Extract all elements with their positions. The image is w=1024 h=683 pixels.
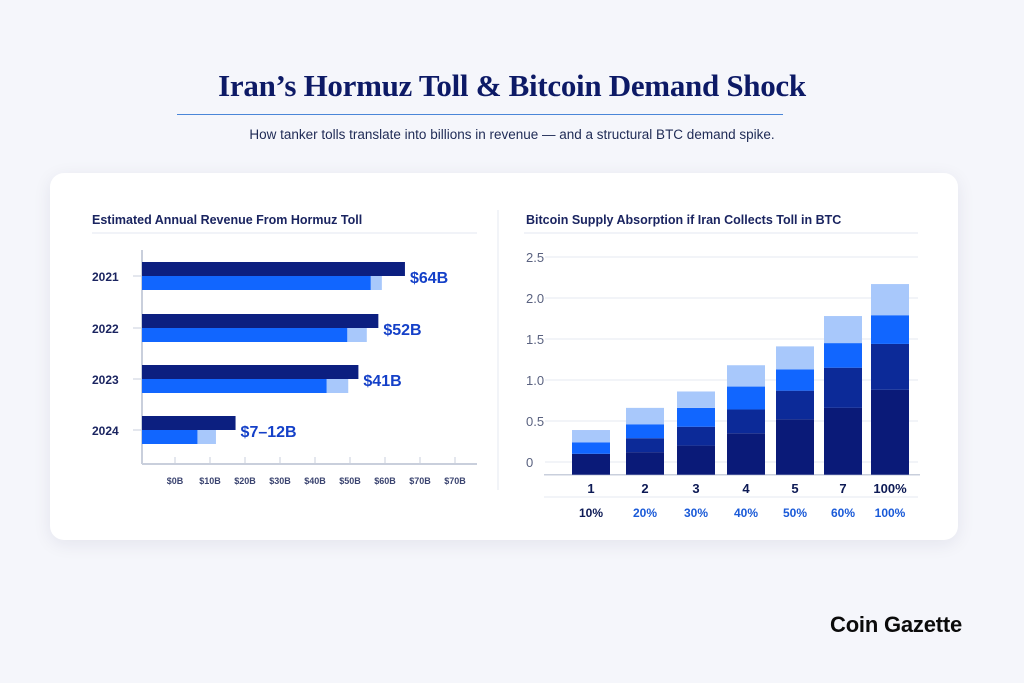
bar-segment — [677, 426, 715, 446]
x-tick-label: $30B — [269, 476, 291, 486]
bar-value-label: $52B — [383, 322, 421, 339]
y-tick-label: 0 — [526, 455, 533, 470]
page-subtitle: How tanker tolls translate into billions… — [249, 127, 775, 142]
bar-value-label: $7–12B — [241, 424, 297, 441]
y-tick-label: 2.0 — [526, 291, 544, 306]
category-label: 100% — [873, 481, 907, 496]
title-divider — [177, 114, 783, 115]
bar-segment — [677, 445, 715, 475]
bar-estimate — [142, 276, 371, 290]
bar-segment — [626, 424, 664, 439]
bar-segment — [824, 367, 862, 408]
x-tick-label: $20B — [234, 476, 256, 486]
bar-segment — [572, 430, 610, 443]
bar-value-label: $64B — [410, 270, 448, 287]
x-tick-label: $10B — [199, 476, 221, 486]
bar-estimate — [142, 379, 327, 393]
y-tick-label: 1.5 — [526, 332, 544, 347]
percent-label: 10% — [579, 506, 603, 520]
bar-segment — [626, 438, 664, 453]
bar-segment — [776, 390, 814, 420]
bar-total — [142, 416, 236, 430]
year-label: 2024 — [92, 424, 119, 438]
percent-label: 100% — [875, 506, 906, 520]
year-label: 2023 — [92, 373, 119, 387]
y-tick-label: 1.0 — [526, 373, 544, 388]
brand-logo: Coin Gazette — [830, 612, 963, 637]
x-tick-label: $70B — [409, 476, 431, 486]
bar-value-label: $41B — [363, 373, 401, 390]
category-label: 5 — [791, 481, 798, 496]
x-tick-label: $40B — [304, 476, 326, 486]
percent-label: 50% — [783, 506, 807, 520]
bar-total — [142, 262, 405, 276]
bar-segment — [727, 433, 765, 475]
bar-segment — [776, 419, 814, 475]
category-label: 2 — [641, 481, 648, 496]
bar-segment — [572, 453, 610, 475]
category-label: 7 — [839, 481, 846, 496]
bar-segment — [677, 391, 715, 408]
x-tick-label: $70B — [444, 476, 466, 486]
page-title: Iran’s Hormuz Toll & Bitcoin Demand Shoc… — [218, 68, 806, 103]
bar-segment — [626, 452, 664, 475]
y-tick-label: 0.5 — [526, 414, 544, 429]
x-tick-label: $60B — [374, 476, 396, 486]
x-tick-label: $50B — [339, 476, 361, 486]
bar-segment — [824, 343, 862, 368]
bar-segment — [727, 365, 765, 387]
bar-segment — [727, 409, 765, 434]
percent-label: 30% — [684, 506, 708, 520]
bar-segment — [626, 407, 664, 425]
bar-estimate — [142, 430, 198, 444]
bar-segment — [871, 284, 909, 316]
bar-estimate — [142, 328, 348, 342]
bar-segment — [572, 442, 610, 454]
x-tick-label: $0B — [167, 476, 184, 486]
category-label: 4 — [742, 481, 750, 496]
year-label: 2022 — [92, 322, 119, 336]
percent-label: 20% — [633, 506, 657, 520]
percent-label: 60% — [831, 506, 855, 520]
category-label: 1 — [587, 481, 594, 496]
revenue-chart-title: Estimated Annual Revenue From Hormuz Tol… — [92, 213, 362, 227]
bar-segment — [776, 369, 814, 391]
bar-total — [142, 365, 359, 379]
bar-segment — [871, 315, 909, 344]
bar-segment — [776, 346, 814, 370]
bar-segment — [824, 316, 862, 344]
year-label: 2021 — [92, 270, 119, 284]
bar-segment — [871, 343, 909, 390]
bar-segment — [727, 386, 765, 410]
category-label: 3 — [692, 481, 699, 496]
y-tick-label: 2.5 — [526, 250, 544, 265]
percent-label: 40% — [734, 506, 758, 520]
btc-chart-title: Bitcoin Supply Absorption if Iran Collec… — [526, 213, 841, 227]
bar-total — [142, 314, 379, 328]
bar-segment — [677, 407, 715, 427]
bar-segment — [824, 407, 862, 475]
bar-segment — [871, 389, 909, 475]
